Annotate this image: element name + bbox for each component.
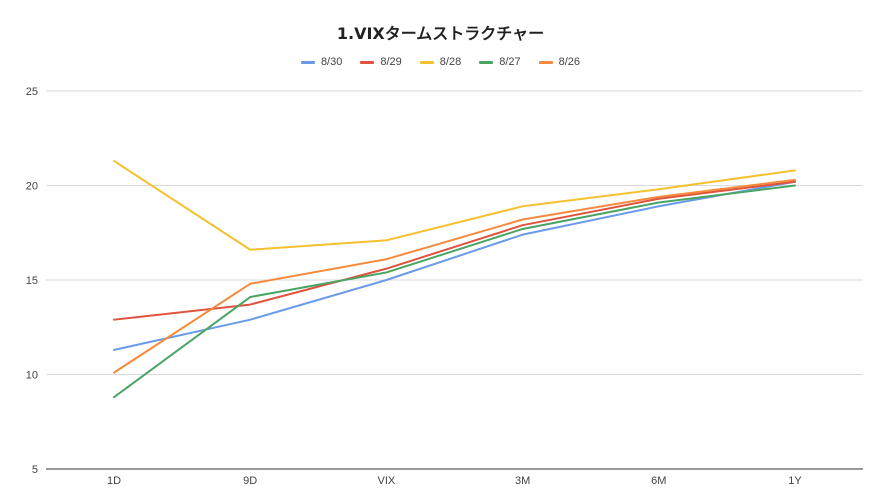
y-tick-label: 10 xyxy=(26,370,38,382)
x-tick-label: 6M xyxy=(651,475,666,487)
x-tick-label: 9D xyxy=(243,475,257,487)
legend-swatch xyxy=(538,60,553,64)
legend-label: 8/27 xyxy=(499,56,521,68)
legend-item: 8/28 xyxy=(419,56,462,68)
chart-title: 1.VIXタームストラクチャー xyxy=(336,24,545,43)
y-tick-label: 25 xyxy=(26,86,38,98)
legend-item: 8/26 xyxy=(538,56,581,68)
legend-item: 8/29 xyxy=(360,56,402,68)
x-tick-label: 1Y xyxy=(788,475,802,487)
legend-label: 8/29 xyxy=(380,56,402,68)
x-tick-label: 1D xyxy=(107,475,121,487)
legend-swatch xyxy=(419,60,434,64)
legend: 8/30 8/29 8/28 8/27 8/26 xyxy=(0,56,881,68)
legend-label: 8/28 xyxy=(439,56,462,68)
series-line xyxy=(113,159,796,251)
legend-item: 8/27 xyxy=(479,56,521,68)
legend-swatch xyxy=(479,60,494,64)
legend-label: 8/30 xyxy=(320,56,343,68)
legend-swatch xyxy=(300,60,315,64)
legend-swatch xyxy=(360,60,375,64)
series-line xyxy=(113,178,796,374)
legend-item: 8/30 xyxy=(300,56,343,68)
y-tick-label: 5 xyxy=(32,464,38,476)
series-line xyxy=(113,180,796,351)
series-line xyxy=(113,184,796,399)
x-tick-label: 3M xyxy=(515,475,530,487)
x-tick-label: VIX xyxy=(378,475,396,487)
y-tick-label: 15 xyxy=(26,275,38,287)
y-tick-label: 20 xyxy=(26,181,38,193)
legend-label: 8/26 xyxy=(558,56,581,68)
series-line xyxy=(113,180,796,321)
